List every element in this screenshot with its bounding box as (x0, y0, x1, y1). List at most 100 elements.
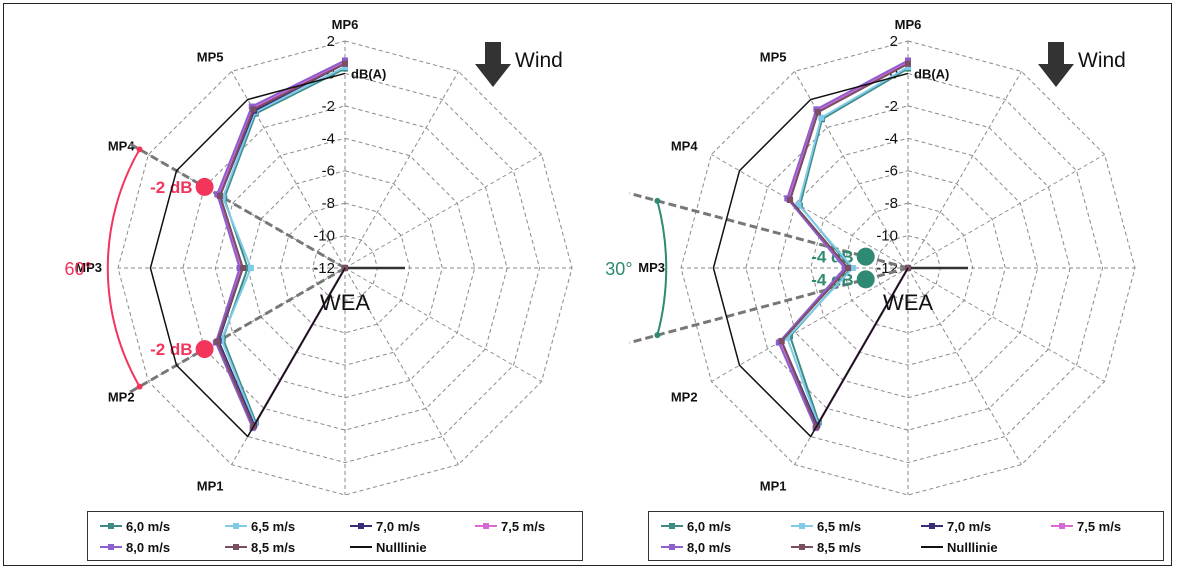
db-marker (195, 340, 214, 359)
series-point (217, 192, 224, 199)
series-point (818, 114, 825, 121)
legend-swatch (921, 546, 943, 548)
db-marker-label: -4 dB (811, 270, 854, 289)
legend-item: 7,5 m/s (475, 516, 545, 536)
tick-label: 0 (890, 65, 898, 82)
series-point (841, 265, 848, 271)
legend-swatch (791, 544, 813, 550)
legend-item: 8,0 m/s (100, 537, 170, 557)
legend-label: 8,5 m/s (817, 539, 862, 555)
series-5 (778, 60, 911, 430)
legend-right: 6,0 m/s 6,5 m/s 7,0 m/s 7,5 m/s 8,0 m/s 8,5 m… (648, 511, 1164, 561)
series-point (250, 106, 257, 113)
legend-swatch (100, 523, 122, 529)
angle-arrowhead (654, 197, 661, 204)
series-point (342, 57, 348, 64)
category-label: MP3 (638, 260, 665, 275)
series-line (149, 72, 346, 438)
legend-label: 7,5 m/s (501, 518, 546, 534)
legend-label: 8,5 m/s (251, 539, 296, 555)
category-label: MP6 (895, 17, 922, 32)
legend-swatch (661, 544, 683, 550)
grid-ring (149, 72, 541, 464)
center-label: WEA (883, 290, 933, 315)
legend-label: 6,5 m/s (817, 518, 862, 534)
series-point (247, 265, 254, 271)
wind-label: Wind (515, 49, 563, 72)
series-point (849, 265, 856, 271)
axis-unit-label: dB(A) (351, 66, 386, 81)
grid-spoke (907, 71, 1022, 269)
legend-item: 6,5 m/s (225, 516, 295, 536)
tick-label: -6 (885, 163, 898, 180)
series-point (778, 337, 785, 344)
series-1 (218, 63, 348, 427)
series-0 (219, 65, 348, 426)
tick-label: 2 (890, 33, 898, 50)
legend-label: 7,0 m/s (376, 518, 421, 534)
angle-arrowhead (136, 383, 143, 390)
grid-spoke (907, 154, 1105, 269)
grid-spoke (711, 267, 909, 382)
legend-swatch (475, 523, 497, 529)
radar-chart-left: 20-2-4-6-8-10-12dB(A)MP6RefMP1MP2MP3MP4M… (65, 17, 573, 496)
series-line (786, 66, 909, 427)
legend-label: 6,0 m/s (126, 518, 171, 534)
category-label: MP5 (760, 50, 787, 65)
tick-label: -2 (322, 98, 335, 115)
wind-arrow-icon (475, 42, 511, 87)
angle-label: 30° (605, 259, 632, 279)
db-marker (195, 177, 214, 196)
legend-swatch (791, 523, 813, 529)
tick-label: 2 (327, 33, 335, 50)
center-label: WEA (320, 290, 370, 315)
category-label: MP4 (671, 139, 699, 154)
category-label: MP5 (197, 50, 224, 65)
axis-unit-label: dB(A) (914, 66, 949, 81)
series-point (905, 63, 911, 70)
grid-spoke (344, 154, 542, 269)
angle-arrowhead (136, 146, 143, 153)
grid-spoke (907, 267, 1022, 465)
legend-swatch (921, 523, 943, 529)
legend-item: Nulllinie (350, 537, 427, 557)
legend-swatch (225, 523, 247, 529)
category-label: MP2 (671, 390, 698, 405)
angle-dashed-line (128, 141, 346, 270)
legend-swatch (350, 546, 372, 548)
tick-label: -12 (313, 260, 335, 277)
series-point (214, 338, 221, 345)
category-label: MP1 (760, 478, 787, 493)
tick-label: -6 (322, 163, 335, 180)
series-point (244, 265, 251, 271)
legend-item: 8,5 m/s (791, 537, 861, 557)
angle-label: 60° (65, 259, 92, 279)
radar-chart-right: 20-2-4-6-8-10-12dB(A)MP6RefMP1MP2MP3MP4M… (605, 17, 1136, 496)
tick-label: -4 (322, 130, 335, 147)
grid-ring (712, 72, 1104, 464)
series-point (815, 109, 822, 116)
angle-arc (656, 200, 668, 336)
tick-label: -8 (885, 195, 898, 212)
series-point (795, 201, 802, 208)
legend-swatch (1051, 523, 1073, 529)
series-point (845, 265, 852, 271)
legend-item: 8,5 m/s (225, 537, 295, 557)
series-point (787, 196, 794, 203)
legend-label: 8,0 m/s (126, 539, 171, 555)
legend-label: 7,0 m/s (947, 518, 992, 534)
angle-arc (106, 148, 141, 388)
tick-label: -4 (885, 130, 898, 147)
legend-item: 7,5 m/s (1051, 516, 1121, 536)
legend-item: 6,0 m/s (661, 516, 731, 536)
legend-label: 8,0 m/s (687, 539, 732, 555)
figure-frame (3, 3, 1172, 566)
legend-left: 6,0 m/s 6,5 m/s 7,0 m/s 7,5 m/s 8,0 m/s 8,5 m… (87, 511, 583, 561)
series-point (784, 334, 791, 341)
legend-item: 7,0 m/s (921, 516, 991, 536)
legend-swatch (661, 523, 683, 529)
angle-dashed-line (128, 266, 346, 395)
db-marker (856, 247, 875, 266)
tick-label: -8 (322, 195, 335, 212)
series-point (342, 60, 348, 67)
